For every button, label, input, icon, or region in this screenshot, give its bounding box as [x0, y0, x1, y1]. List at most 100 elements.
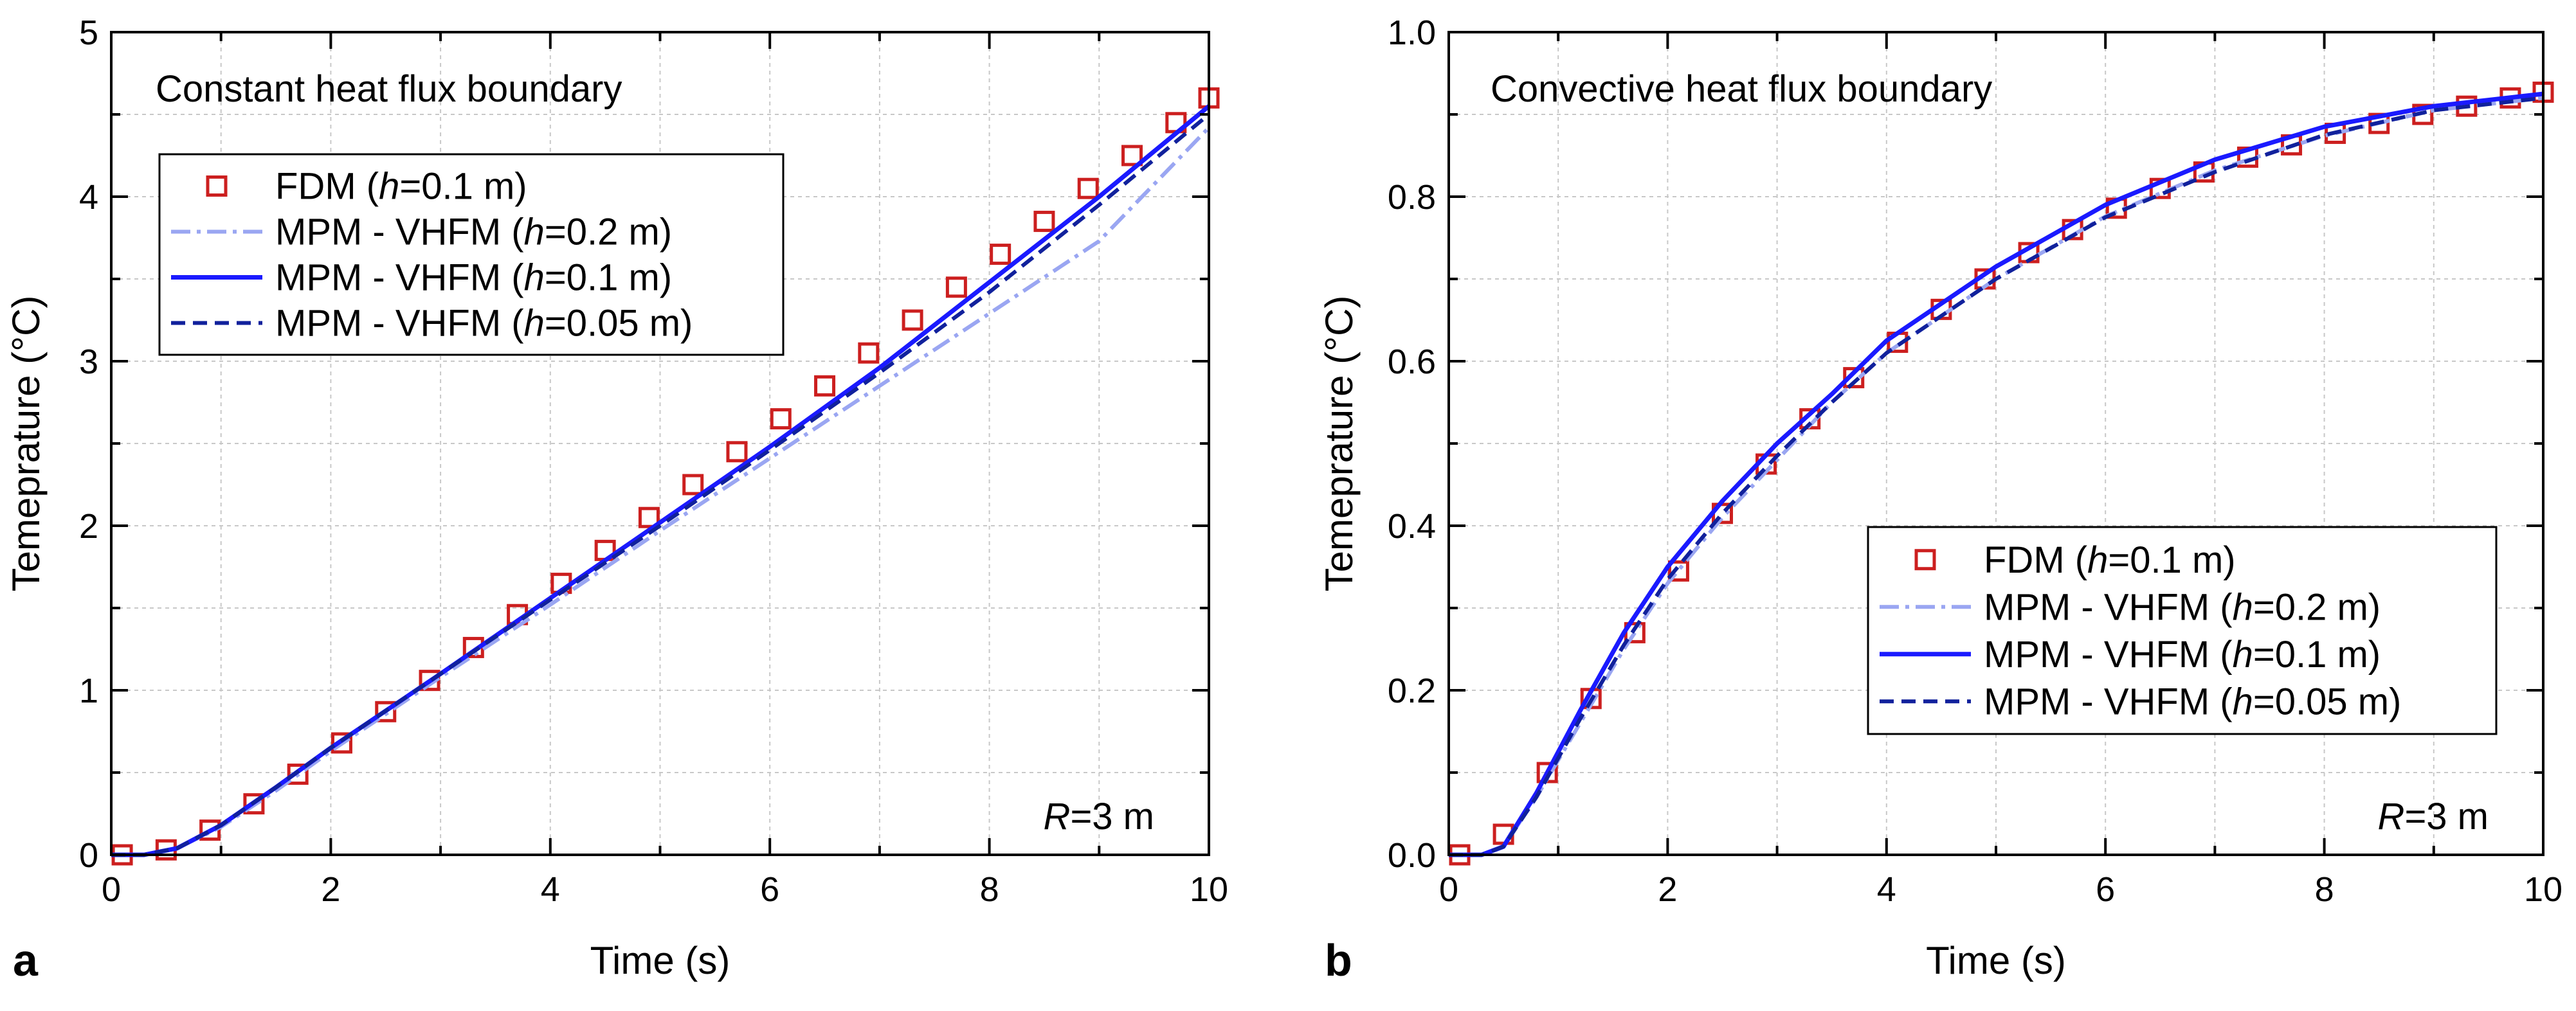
axis-ticks [1447, 31, 2544, 856]
legend-label-suffix: =0.1 m) [2108, 539, 2235, 581]
y-tick-label: 0 [79, 836, 98, 875]
fdm-marker [199, 819, 221, 841]
radius-note-symbol: R [2378, 796, 2405, 837]
x-tick-label: 4 [1877, 870, 1896, 909]
series-line-dashed [1449, 96, 2544, 857]
fdm-marker [1077, 177, 1099, 199]
chart-panel-a: 0 2 4 6 8 10 0 1 2 3 4 5 Time (s) Temeprature (°C) Con… [5, 13, 1228, 985]
legend-label-prefix: FDM ( [1984, 539, 2087, 581]
fdm-marker [331, 732, 352, 754]
fdm-marker [243, 793, 265, 815]
legend-marker-fdm [1914, 549, 1936, 571]
fdm-marker [1667, 560, 1689, 582]
legend-label-suffix: =0.05 m) [545, 303, 693, 344]
x-tick-label: 10 [2524, 870, 2562, 909]
x-tick-label: 2 [321, 870, 340, 909]
legend-label-prefix: MPM - VHFM ( [1984, 586, 2233, 628]
legend-label-prefix: FDM ( [275, 166, 379, 208]
x-axis-title: Time (s) [590, 939, 730, 982]
fdm-marker [638, 506, 660, 528]
x-tick-label: 8 [980, 870, 999, 909]
x-tick-label: 6 [2096, 870, 2115, 909]
legend-entry-label: FDM (h=0.1 m) [275, 166, 527, 208]
fdm-marker [945, 276, 967, 298]
fdm-marker [858, 342, 880, 364]
legend-label-italic: h [2087, 539, 2108, 581]
radius-note: R=3 m [2378, 796, 2489, 837]
legend: FDM (h=0.1 m)MPM - VHFM (h=0.2 m)MPM - V… [1867, 526, 2498, 735]
radius-note: R=3 m [1044, 796, 1154, 837]
legend-label-suffix: =0.05 m) [2253, 681, 2402, 722]
boundary-annotation: Convective heat flux boundary [1491, 68, 1992, 110]
chart-panel-b: 0 2 4 6 8 10 0.0 0.2 0.4 0.6 0.8 1.0 Time (s) Temepra… [1318, 13, 2562, 985]
legend-label-prefix: MPM - VHFM ( [275, 211, 524, 253]
legend-label-prefix: MPM - VHFM ( [275, 257, 524, 299]
x-tick-label: 2 [1658, 870, 1677, 909]
fdm-marker [682, 474, 704, 496]
y-tick-label: 0.4 [1388, 507, 1436, 546]
legend-label-italic: h [524, 303, 545, 344]
fdm-marker [814, 375, 836, 397]
boundary-annotation: Constant heat flux boundary [156, 68, 622, 110]
x-tick-label: 10 [1190, 870, 1228, 909]
y-tick-label: 2 [79, 507, 98, 546]
legend-label-suffix: =0.2 m) [545, 211, 672, 253]
y-tick-label: 4 [79, 178, 98, 217]
x-axis-title: Time (s) [1926, 939, 2066, 982]
legend-label-prefix: MPM - VHFM ( [1984, 634, 2233, 675]
legend-label-italic: h [524, 257, 545, 299]
fdm-marker [1121, 145, 1143, 166]
fdm-marker [990, 244, 1011, 265]
series-fdm-markers [1449, 81, 2554, 866]
legend-entry-label: MPM - VHFM (h=0.2 m) [1984, 586, 2381, 628]
legend-label-italic: h [524, 211, 545, 253]
x-tick-label: 0 [1439, 870, 1458, 909]
y-tick-label: 0.8 [1388, 178, 1436, 217]
y-tick-label: 1 [79, 672, 98, 710]
legend-marker-fdm [206, 175, 228, 197]
y-tick-label: 0.2 [1388, 672, 1436, 710]
radius-note-symbol: R [1044, 796, 1071, 837]
series-fdm-markers [111, 87, 1220, 866]
x-tick-label: 6 [760, 870, 779, 909]
legend-label-prefix: MPM - VHFM ( [1984, 681, 2233, 722]
legend-box [1867, 526, 2498, 735]
legend-label-suffix: =0.2 m) [2253, 586, 2381, 628]
y-tick-label: 5 [79, 13, 98, 52]
x-tick-label: 4 [541, 870, 560, 909]
fdm-marker [726, 441, 748, 463]
axis-ticks [110, 31, 1210, 856]
radius-note-value: =3 m [1070, 796, 1154, 837]
y-tick-label: 0.6 [1388, 343, 1436, 381]
legend-label-prefix: MPM - VHFM ( [275, 303, 524, 344]
x-tick-label: 8 [2315, 870, 2334, 909]
legend: FDM (h=0.1 m)MPM - VHFM (h=0.2 m)MPM - V… [158, 153, 785, 356]
y-tick-label: 0.0 [1388, 836, 1436, 875]
panel-label: a [13, 935, 39, 985]
legend-entry-label: MPM - VHFM (h=0.05 m) [275, 303, 693, 344]
fdm-marker [1843, 367, 1865, 389]
fdm-marker [287, 764, 309, 785]
y-axis-title: Temeprature (°C) [1318, 296, 1361, 592]
fdm-marker [770, 408, 792, 430]
legend-label-suffix: =0.1 m) [545, 257, 672, 299]
y-tick-label: 3 [79, 343, 98, 381]
fdm-marker [1033, 210, 1055, 232]
fdm-marker [375, 701, 397, 722]
legend-label-italic: h [2233, 634, 2253, 675]
panel-label: b [1325, 935, 1352, 985]
legend-label-suffix: =0.1 m) [399, 166, 527, 208]
legend-entry-label: MPM - VHFM (h=0.05 m) [1984, 681, 2401, 722]
radius-note-value: =3 m [2404, 796, 2489, 837]
legend-entry-label: MPM - VHFM (h=0.2 m) [275, 211, 672, 253]
fdm-marker [902, 309, 923, 331]
legend-entry-label: MPM - VHFM (h=0.1 m) [275, 257, 672, 299]
series-line-dashdot [1449, 96, 2544, 857]
y-axis-title: Temeprature (°C) [5, 296, 48, 592]
legend-label-italic: h [379, 166, 399, 208]
legend-label-italic: h [2233, 586, 2253, 628]
legend-entry-label: MPM - VHFM (h=0.1 m) [1984, 634, 2381, 675]
series-line-dashed [111, 112, 1210, 857]
legend-label-italic: h [2233, 681, 2253, 722]
